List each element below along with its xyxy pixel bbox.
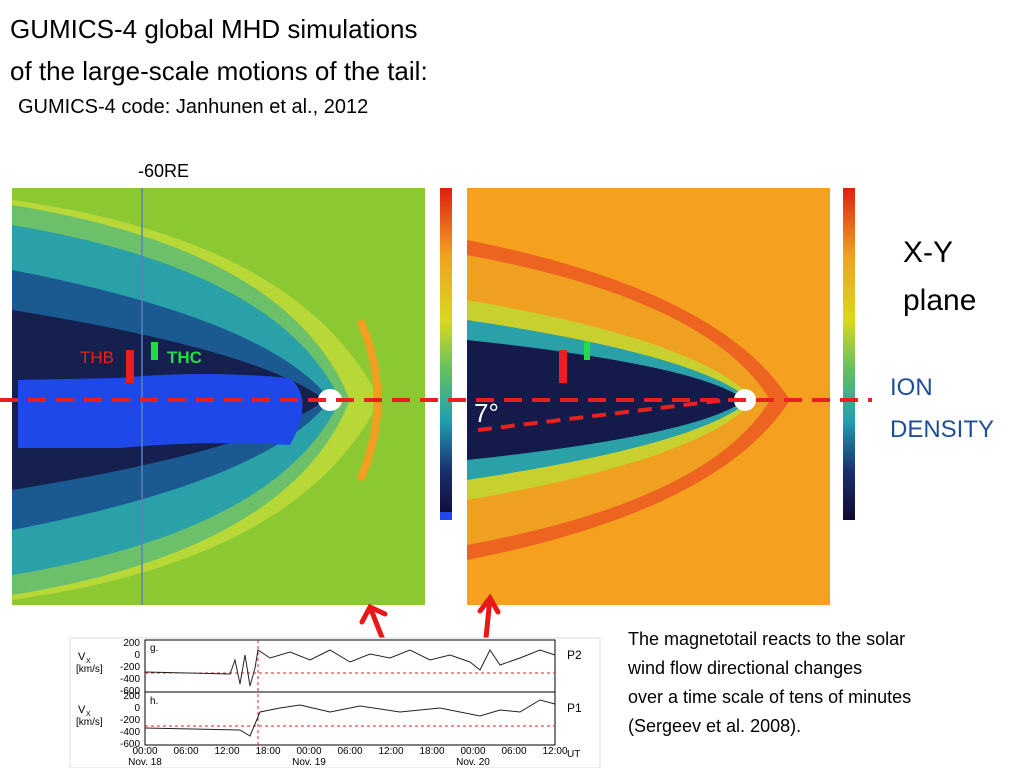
- y-tick-label: -600: [120, 739, 140, 750]
- x-tick-label: 12:00: [378, 746, 403, 757]
- marker-label: -60RE: [138, 161, 189, 181]
- x-tick-label: 12:00: [542, 746, 567, 757]
- probe-label: P2: [567, 648, 582, 662]
- y-label: X: [86, 711, 91, 718]
- x-tick-label: 12:00: [214, 746, 239, 757]
- x-tick-label: 00:00: [296, 746, 321, 757]
- caption-line: wind flow directional changes: [627, 658, 862, 678]
- y-label: V: [78, 704, 86, 716]
- x-tick-label: 00:00: [132, 746, 157, 757]
- y-tick-label: -400: [120, 674, 140, 685]
- caption: The magnetotail reacts to the solar wind …: [627, 629, 911, 736]
- panel-letter: g.: [150, 643, 158, 654]
- plane-label: plane: [903, 284, 976, 317]
- date-label: Nov. 20: [456, 757, 490, 768]
- subtitle: GUMICS-4 code: Janhunen et al., 2012: [18, 96, 368, 118]
- y-label: [km/s]: [76, 664, 103, 675]
- quantity-label: DENSITY: [890, 416, 994, 443]
- y-tick-label: -200: [120, 715, 140, 726]
- thb-marker: [126, 350, 134, 383]
- title-line: of the large-scale motions of the tail:: [10, 56, 428, 86]
- y-label: [km/s]: [76, 717, 103, 728]
- probe-label: P1: [567, 701, 582, 715]
- quantity-label: ION: [890, 374, 933, 401]
- x-tick-label: 18:00: [255, 746, 280, 757]
- spacecraft-label: THC: [167, 348, 202, 367]
- thc-marker: [151, 342, 158, 360]
- plane-label: X-Y: [903, 236, 953, 269]
- y-tick-label: 0: [134, 703, 140, 714]
- date-label: Nov. 19: [292, 757, 326, 768]
- x-tick-label: 06:00: [337, 746, 362, 757]
- y-label: V: [78, 651, 86, 663]
- y-tick-label: 200: [123, 638, 140, 649]
- panel-letter: h.: [150, 696, 158, 707]
- spacecraft-label: THB: [80, 348, 114, 367]
- x-tick-label: 18:00: [419, 746, 444, 757]
- y-tick-label: -400: [120, 727, 140, 738]
- y-tick-label: -600: [120, 686, 140, 697]
- y-tick-label: -200: [120, 662, 140, 673]
- x-tick-label: 06:00: [501, 746, 526, 757]
- caption-line: (Sergeev et al. 2008).: [628, 716, 801, 736]
- caption-line: The magnetotail reacts to the solar: [628, 629, 905, 649]
- title-line: GUMICS-4 global MHD simulations: [10, 14, 417, 44]
- right-simulation: [467, 188, 855, 605]
- unit-label: UT: [567, 749, 580, 760]
- left-simulation: [12, 188, 452, 605]
- x-tick-label: 00:00: [460, 746, 485, 757]
- y-tick-label: 200: [123, 691, 140, 702]
- caption-line: over a time scale of tens of minutes: [628, 687, 911, 707]
- date-label: Nov. 18: [128, 757, 162, 768]
- x-tick-label: 06:00: [173, 746, 198, 757]
- y-label: X: [86, 658, 91, 665]
- angle-label: 7°: [474, 398, 499, 428]
- y-tick-label: 0: [134, 650, 140, 661]
